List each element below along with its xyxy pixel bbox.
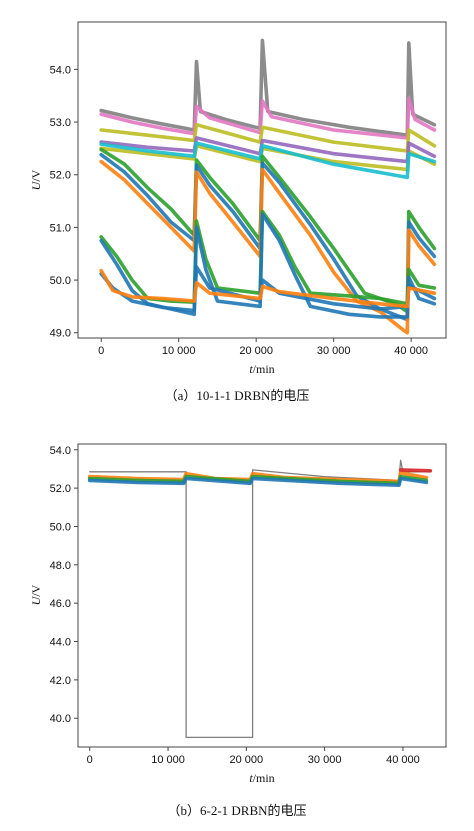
chart-a-y-tick-label: 50.0 bbox=[50, 275, 71, 287]
chart-b-caption: （b）6-2-1 DRBN的电压 bbox=[167, 803, 306, 818]
chart-a-x-tick-label: 40 000 bbox=[394, 345, 428, 357]
chart-a-series-1-line bbox=[99, 96, 437, 140]
chart-b-y-tick-label: 46.0 bbox=[50, 598, 71, 610]
chart-b-series-group bbox=[87, 459, 433, 739]
chart-a-series-12-line bbox=[99, 268, 437, 309]
chart-a-x-tick-label: 10 000 bbox=[162, 345, 196, 357]
chart-a-y-tick-label: 53.0 bbox=[50, 117, 71, 129]
chart-b-x-axis-label: t/min bbox=[249, 771, 274, 785]
chart-a-caption: （a）10-1-1 DRBN的电压 bbox=[165, 388, 310, 403]
chart-a-axes: 0 10 000 20 000 30 000 40 000 49.0 50.0 51.0 52.… bbox=[50, 64, 428, 357]
chart-b-series-4-line bbox=[398, 468, 433, 473]
chart-b-y-tick-label: 40.0 bbox=[50, 713, 71, 725]
chart-b-y-axis-label: U/V bbox=[29, 584, 43, 605]
chart-b-x-tick-label: 10 000 bbox=[151, 754, 185, 766]
chart-b-x-tick-label: 30 000 bbox=[308, 754, 342, 766]
chart-b-x-tick-label: 20 000 bbox=[230, 754, 264, 766]
chart-b-y-tick-label: 54.0 bbox=[50, 445, 71, 457]
chart-a-x-tick-label: 20 000 bbox=[239, 345, 273, 357]
chart-a-series-group bbox=[99, 38, 437, 335]
chart-b: 0 10 000 20 000 30 000 40 000 40.0 42.0 44.0 46.… bbox=[29, 443, 447, 818]
chart-a-series-8-line bbox=[99, 159, 437, 335]
chart-b-series-3-line bbox=[87, 476, 429, 487]
chart-a-series-0-line bbox=[99, 38, 437, 137]
chart-b-y-tick-label: 42.0 bbox=[50, 675, 71, 687]
chart-a-y-tick-label: 49.0 bbox=[50, 328, 71, 340]
chart-b-x-tick-label: 0 bbox=[87, 754, 93, 766]
chart-b-y-tick-label: 44.0 bbox=[50, 637, 71, 649]
chart-a-x-tick-label: 30 000 bbox=[317, 345, 351, 357]
chart-a-series-5-line bbox=[99, 141, 437, 180]
chart-b-series-0-line bbox=[89, 459, 431, 739]
chart-a-y-tick-label: 54.0 bbox=[50, 64, 71, 76]
chart-a-y-axis-label: U/V bbox=[29, 169, 43, 190]
chart-a: 0 10 000 20 000 30 000 40 000 49.0 50.0 51.0 52.… bbox=[29, 21, 447, 403]
chart-a-x-axis-label: t/min bbox=[249, 362, 274, 376]
chart-a-y-tick-label: 52.0 bbox=[50, 170, 71, 182]
chart-a-series-2-line bbox=[99, 122, 437, 153]
chart-a-x-tick-label: 0 bbox=[98, 345, 104, 357]
chart-b-plot-area bbox=[77, 443, 447, 748]
chart-b-y-tick-label: 52.0 bbox=[50, 483, 71, 495]
chart-b-y-tick-label: 48.0 bbox=[50, 560, 71, 572]
chart-b-x-tick-label: 40 000 bbox=[386, 754, 420, 766]
chart-b-axes: 0 10 000 20 000 30 000 40 000 40.0 42.0 44.0 46.… bbox=[50, 445, 420, 766]
chart-b-y-tick-label: 50.0 bbox=[50, 521, 71, 533]
chart-a-y-tick-label: 51.0 bbox=[50, 222, 71, 234]
